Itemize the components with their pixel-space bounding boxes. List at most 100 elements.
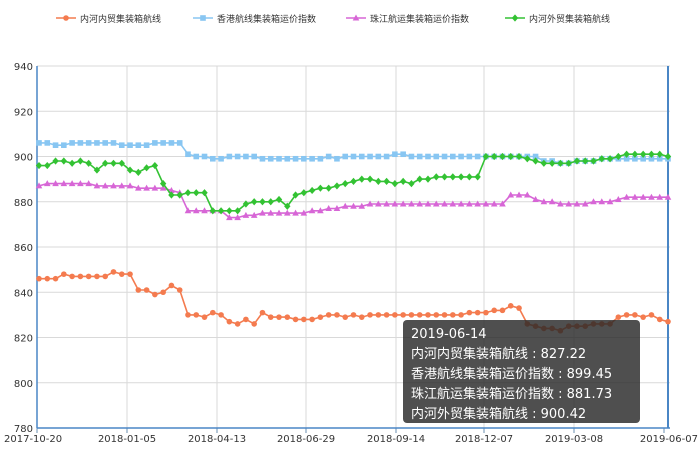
data-point — [342, 180, 349, 188]
data-point — [334, 155, 340, 162]
data-point — [275, 195, 283, 204]
data-point — [383, 177, 390, 185]
data-point — [392, 312, 398, 318]
data-point — [284, 202, 291, 210]
data-point — [615, 195, 622, 202]
data-point — [94, 273, 100, 280]
data-point — [276, 155, 282, 162]
data-point — [358, 153, 365, 160]
data-point — [590, 198, 597, 205]
data-point — [400, 151, 406, 158]
data-point — [77, 273, 84, 280]
data-point — [334, 312, 340, 318]
data-point — [267, 209, 275, 216]
y-tick-label: 840 — [14, 288, 33, 299]
data-point — [640, 155, 646, 162]
data-point — [648, 150, 655, 158]
data-point — [532, 157, 539, 165]
data-point — [85, 180, 92, 187]
data-point — [557, 200, 564, 207]
data-point — [515, 191, 523, 198]
data-point — [259, 155, 266, 162]
y-tick-label: 900 — [14, 153, 33, 164]
data-point — [93, 182, 101, 189]
data-point — [44, 161, 51, 170]
data-point — [590, 157, 597, 165]
data-point — [152, 291, 158, 298]
data-point — [457, 200, 465, 207]
data-point — [433, 173, 440, 181]
legend-item[interactable]: 珠江航运集装箱运价指数 — [346, 13, 469, 25]
data-point — [342, 314, 349, 320]
data-point — [350, 312, 357, 318]
x-tick-label: 2018-04-13 — [188, 434, 246, 445]
data-point — [482, 200, 490, 207]
data-point — [466, 173, 473, 181]
data-point — [392, 151, 398, 158]
data-point — [548, 198, 556, 205]
data-point — [77, 140, 84, 146]
data-point — [524, 191, 531, 198]
data-point — [151, 161, 159, 170]
x-tick-label: 2019-06-07 — [640, 434, 698, 445]
legend-item[interactable]: 香港航线集装箱运价指数 — [193, 13, 316, 25]
data-point — [52, 142, 59, 148]
data-point — [457, 173, 465, 181]
data-point — [350, 202, 357, 209]
data-point — [656, 193, 664, 200]
data-point — [656, 155, 663, 162]
data-point — [127, 142, 133, 148]
data-point — [557, 159, 564, 167]
data-point — [615, 152, 622, 161]
data-point — [234, 207, 241, 215]
legend-item[interactable]: 内河内贸集装箱航线 — [56, 13, 161, 25]
data-point — [399, 177, 407, 185]
data-point — [416, 200, 424, 207]
data-point — [143, 184, 150, 191]
data-point — [218, 312, 224, 318]
data-point — [358, 175, 365, 183]
data-point — [466, 153, 473, 160]
data-point — [250, 211, 258, 218]
data-point — [69, 140, 75, 146]
data-point — [226, 214, 233, 221]
data-point — [36, 275, 42, 282]
data-point — [399, 200, 407, 207]
y-tick-label: 880 — [14, 198, 33, 209]
legend-item[interactable]: 内河外贸集装箱航线 — [505, 13, 610, 25]
data-point — [408, 180, 415, 188]
data-point — [243, 153, 249, 160]
data-point — [101, 182, 109, 189]
series-group — [35, 150, 672, 215]
data-point — [143, 287, 150, 293]
data-point — [192, 207, 200, 214]
x-tick-label: 2018-09-14 — [367, 434, 425, 445]
legend-marker — [63, 15, 69, 21]
data-point — [532, 153, 539, 160]
data-point — [151, 184, 159, 191]
legend-marker — [352, 14, 360, 21]
x-tick-label: 2019-03-08 — [545, 434, 603, 445]
data-point — [450, 153, 456, 160]
data-point — [656, 316, 663, 323]
data-point — [110, 140, 117, 146]
data-point — [275, 209, 283, 216]
data-point — [77, 180, 84, 187]
data-point — [631, 150, 639, 158]
legend[interactable]: 内河内贸集装箱航线 香港航线集装箱运价指数 珠江航运集装箱运价指数 内河外贸集装箱航线 — [56, 13, 610, 25]
series-group — [35, 180, 672, 221]
data-point — [135, 142, 142, 148]
tooltip: 2019-06-14 内河内贸集装箱航线 : 827.22 香港航线集装箱运价指… — [403, 320, 640, 423]
data-point — [383, 200, 390, 207]
data-point — [490, 152, 498, 161]
data-point — [259, 209, 266, 216]
tooltip-date: 2019-06-14 — [411, 327, 487, 342]
data-point — [565, 159, 572, 167]
data-point — [176, 140, 183, 146]
data-point — [118, 182, 126, 189]
data-point — [308, 207, 316, 214]
data-point — [400, 312, 406, 318]
data-point — [309, 155, 315, 162]
data-point — [458, 312, 464, 318]
data-point — [433, 153, 440, 160]
